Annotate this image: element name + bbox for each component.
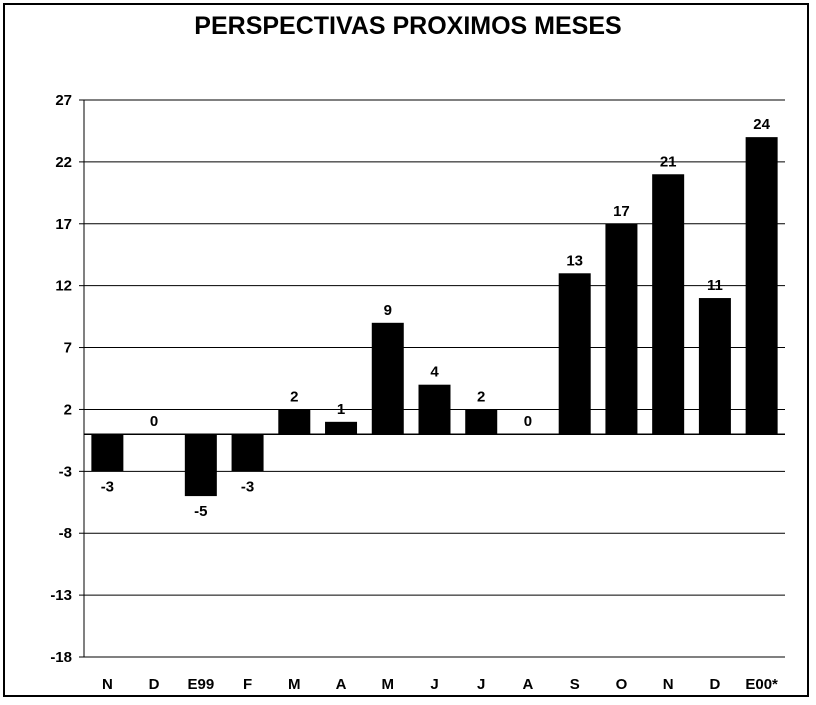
y-tick-label: -18	[50, 649, 72, 666]
bar	[278, 409, 311, 435]
data-label: 24	[753, 116, 770, 133]
data-label: 0	[524, 413, 532, 430]
data-label: 13	[566, 252, 583, 269]
y-tick-label: 17	[55, 216, 72, 233]
x-tick-label: J	[430, 676, 438, 693]
x-tick-label: O	[616, 676, 628, 693]
data-label: 21	[660, 153, 677, 170]
bar	[652, 174, 685, 435]
bar	[325, 421, 358, 435]
data-label: 0	[150, 413, 158, 430]
bar	[605, 223, 638, 435]
x-tick-label: E00*	[745, 676, 778, 693]
data-label: 17	[613, 203, 630, 220]
y-tick-label: 27	[55, 92, 72, 109]
bar	[231, 434, 264, 472]
data-label: -3	[101, 478, 114, 495]
x-tick-label: M	[288, 676, 301, 693]
bar	[558, 273, 591, 435]
bar	[371, 322, 404, 435]
bar	[698, 298, 731, 435]
bar	[184, 434, 217, 497]
x-tick-label: S	[570, 676, 580, 693]
x-tick-label: D	[709, 676, 720, 693]
x-tick-label: J	[477, 676, 485, 693]
bar	[465, 409, 498, 435]
data-label: -5	[194, 503, 207, 520]
data-label: 1	[337, 401, 345, 418]
x-tick-label: D	[149, 676, 160, 693]
data-label: 11	[707, 277, 723, 294]
x-tick-label: A	[523, 676, 534, 693]
y-tick-label: -8	[59, 525, 72, 542]
data-label: 4	[430, 364, 439, 381]
x-tick-label: N	[663, 676, 674, 693]
bar	[418, 384, 451, 435]
x-tick-label: M	[382, 676, 395, 693]
y-tick-label: 22	[55, 154, 72, 171]
x-tick-label: A	[336, 676, 347, 693]
y-tick-label: -3	[59, 463, 72, 480]
bar	[91, 434, 124, 472]
labels: 27 22 17 12 7 2 -3 -8 -13 -18 -3 N 0 D -5 E99 -3 F 2 M 1 A 9 M 4…	[50, 92, 778, 693]
x-tick-label: N	[102, 676, 113, 693]
y-tick-label: 2	[64, 401, 72, 418]
axes	[79, 99, 785, 658]
y-tick-label: 7	[64, 340, 72, 357]
y-tick-label: -13	[50, 587, 72, 604]
data-label: 2	[290, 388, 298, 405]
data-label: 2	[477, 388, 485, 405]
y-tick-label: 12	[55, 278, 72, 295]
x-tick-label: F	[243, 676, 252, 693]
chart-title: PERSPECTIVAS PROXIMOS MESES	[194, 12, 622, 40]
data-label: -3	[241, 478, 254, 495]
bars	[91, 137, 778, 497]
x-tick-label: E99	[187, 676, 214, 693]
bar	[745, 137, 778, 435]
data-label: 9	[384, 302, 392, 319]
